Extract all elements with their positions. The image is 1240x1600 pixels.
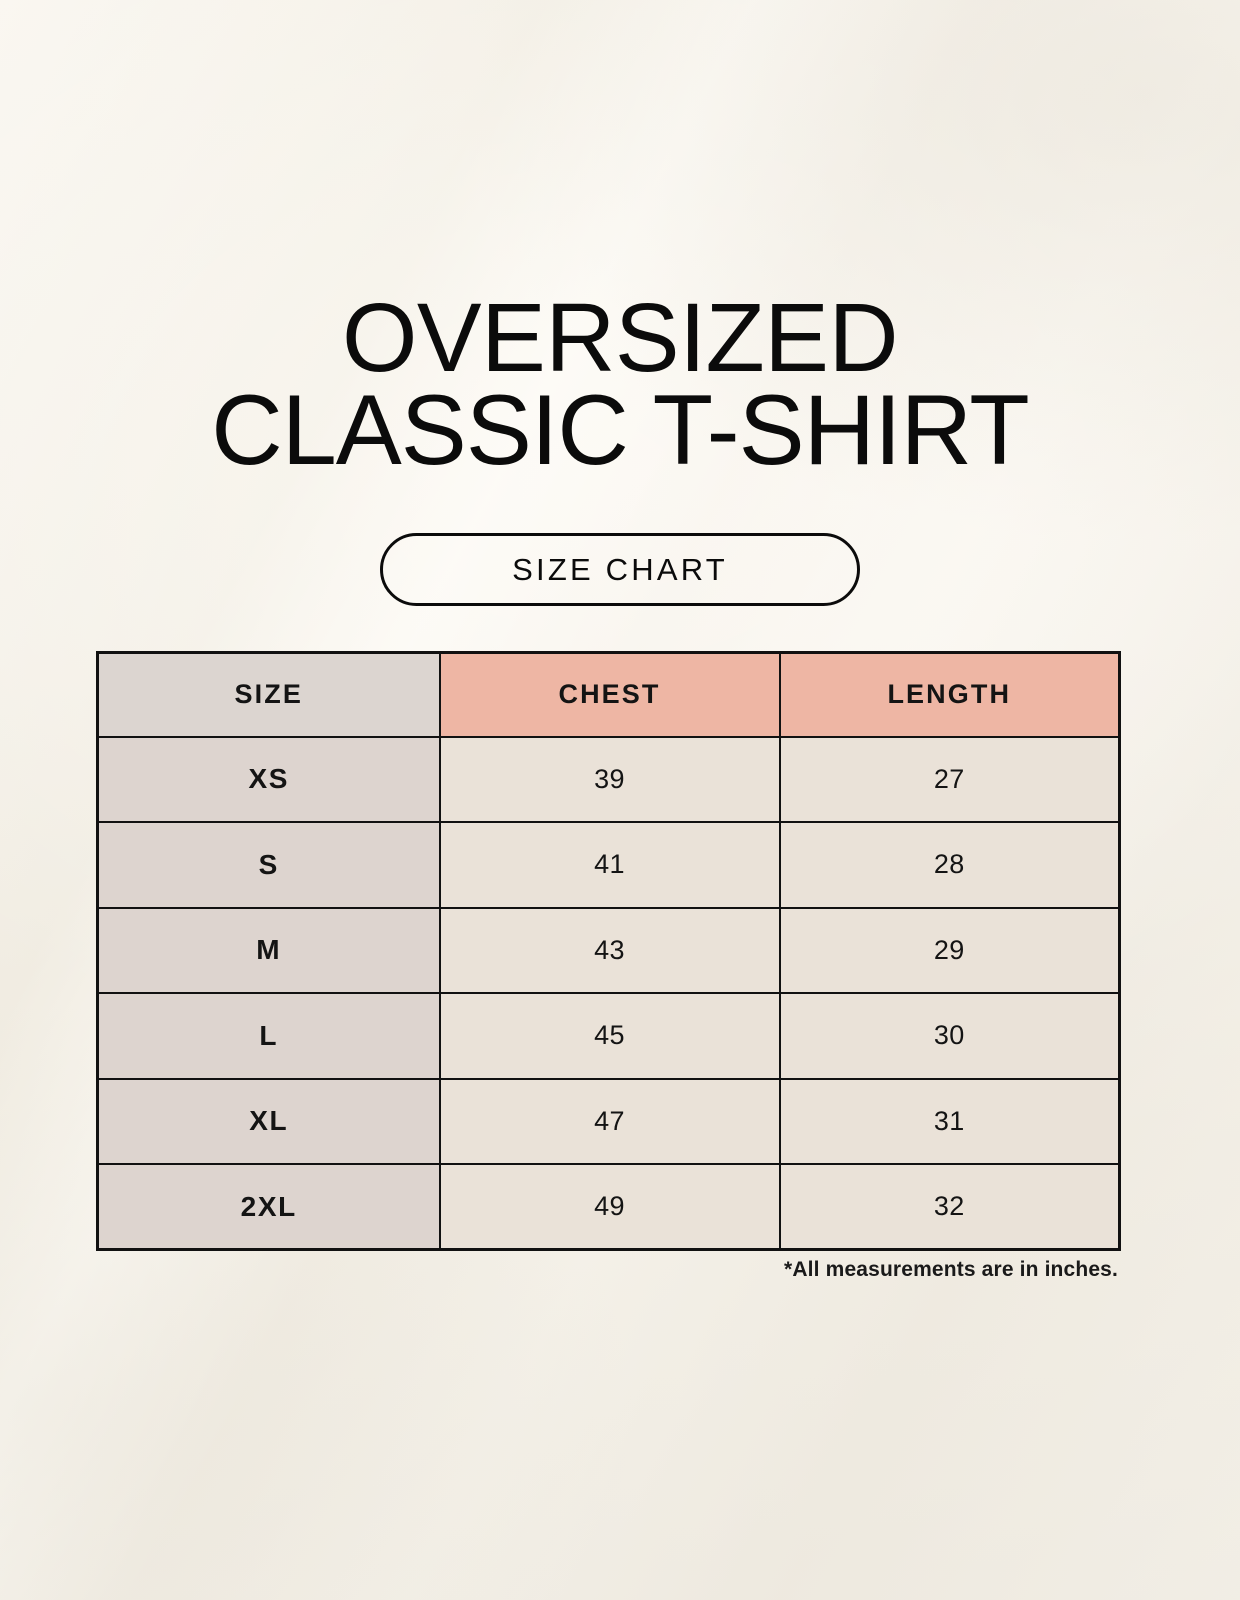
cell-chest: 39 (438, 735, 781, 823)
page-title: OVERSIZED CLASSIC T-SHIRT (0, 283, 1240, 486)
size-chart-table: SIZE CHEST LENGTH XS 39 27 S 41 28 M 43 … (96, 651, 1121, 1251)
table-body: XS 39 27 S 41 28 M 43 29 L 45 30 XL 47 (96, 735, 1121, 1251)
table-row: XL 47 31 (96, 1077, 1121, 1165)
badge-row: SIZE CHART (0, 533, 1240, 606)
table-header: SIZE CHEST LENGTH (96, 651, 1121, 738)
cell-size: L (96, 992, 441, 1080)
table-header-row: SIZE CHEST LENGTH (96, 651, 1121, 738)
cell-length: 32 (778, 1163, 1121, 1251)
cell-chest: 49 (438, 1163, 781, 1251)
size-chart-badge: SIZE CHART (380, 533, 860, 606)
cell-chest: 41 (438, 821, 781, 909)
measurement-units-note: *All measurements are in inches. (784, 1258, 1118, 1281)
table-row: S 41 28 (96, 821, 1121, 909)
table-row: 2XL 49 32 (96, 1163, 1121, 1251)
column-header-chest: CHEST (438, 651, 781, 738)
cell-length: 30 (778, 992, 1121, 1080)
cell-size: S (96, 821, 441, 909)
cell-size: 2XL (96, 1163, 441, 1251)
table-row: L 45 30 (96, 992, 1121, 1080)
cell-length: 28 (778, 821, 1121, 909)
column-header-size: SIZE (96, 651, 441, 738)
title-line-1: OVERSIZED (341, 283, 899, 392)
column-header-length: LENGTH (778, 651, 1121, 738)
cell-chest: 45 (438, 992, 781, 1080)
cell-chest: 43 (438, 906, 781, 994)
title-line-2: CLASSIC T-SHIRT (211, 374, 1030, 486)
cell-length: 29 (778, 906, 1121, 994)
cell-length: 31 (778, 1077, 1121, 1165)
size-chart-badge-label: SIZE CHART (512, 551, 728, 587)
cell-size: M (96, 906, 441, 994)
table-row: XS 39 27 (96, 735, 1121, 823)
cell-size: XL (96, 1077, 441, 1165)
cell-length: 27 (778, 735, 1121, 823)
cell-chest: 47 (438, 1077, 781, 1165)
table-row: M 43 29 (96, 906, 1121, 994)
cell-size: XS (96, 735, 441, 823)
